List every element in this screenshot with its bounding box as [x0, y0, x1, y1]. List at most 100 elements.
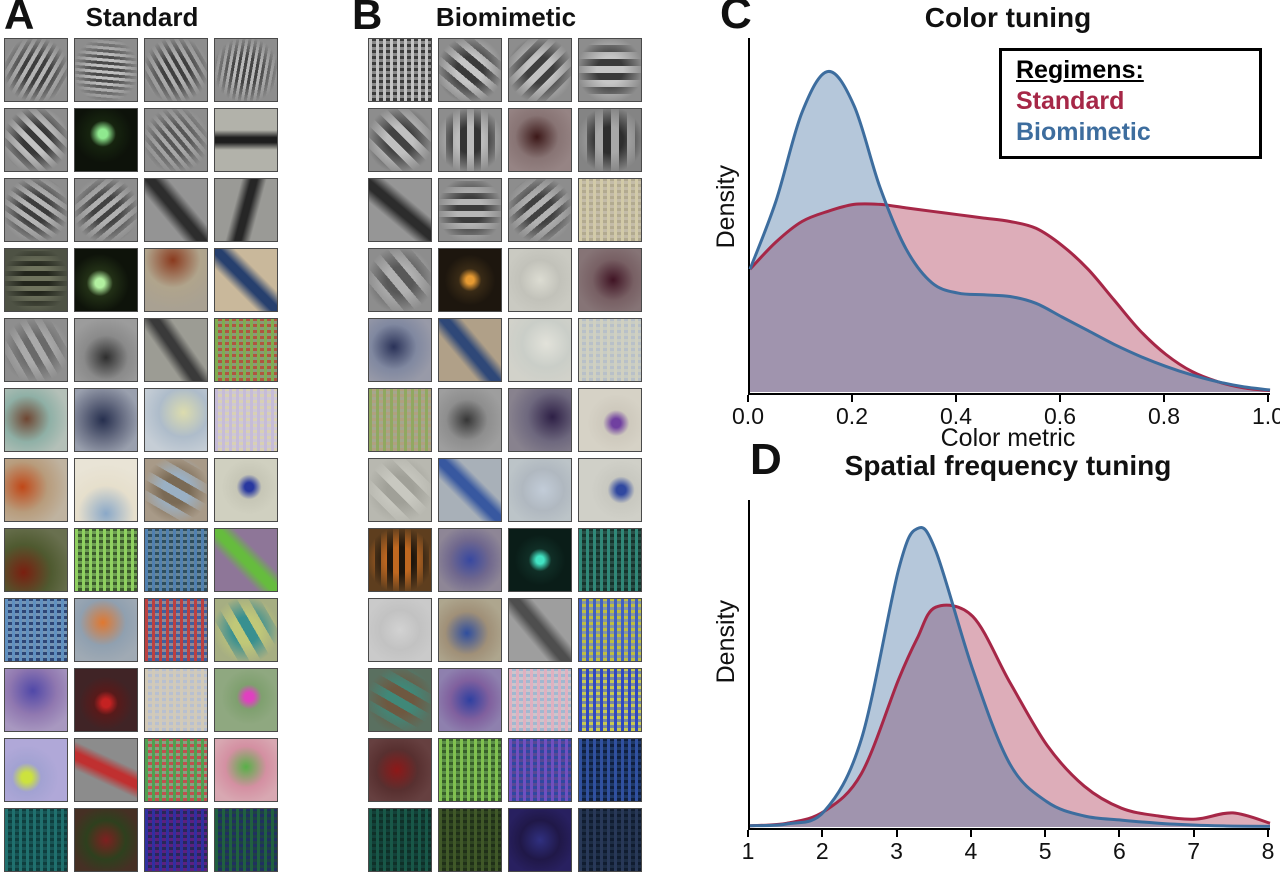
filter-patch: [368, 318, 432, 382]
filter-patch: [438, 178, 502, 242]
x-tick: [821, 830, 824, 837]
filter-patch: [508, 388, 572, 452]
filter-patch: [578, 738, 642, 802]
panel-a-label: A: [4, 0, 35, 38]
x-tick-label: 0.0: [732, 403, 764, 429]
filter-patch: [144, 108, 208, 172]
filter-patch: [438, 108, 502, 172]
filter-patch: [508, 668, 572, 732]
filter-patch: [368, 38, 432, 102]
x-tick: [955, 395, 957, 402]
filter-patch: [508, 248, 572, 312]
x-tick-label: 8: [1261, 838, 1275, 864]
filter-patch: [144, 318, 208, 382]
filter-patch: [144, 248, 208, 312]
filter-patch: [438, 528, 502, 592]
x-tick: [1163, 395, 1165, 402]
filter-patch: [214, 318, 278, 382]
x-tick-label: 4: [964, 838, 978, 864]
filter-patch: [144, 458, 208, 522]
legend-item-biomimetic: Biomimetic: [1016, 118, 1151, 146]
x-tick: [1044, 830, 1047, 837]
filter-patch: [144, 738, 208, 802]
biomimetic-density-curve: [748, 70, 1271, 392]
filter-patch: [4, 108, 68, 172]
filter-patch: [438, 318, 502, 382]
filter-patch: [144, 178, 208, 242]
filter-patch: [74, 458, 138, 522]
color-tuning-kde-svg: [748, 70, 1271, 393]
filter-patch: [368, 388, 432, 452]
filter-patch: [508, 738, 572, 802]
x-tick-label: 5: [1038, 838, 1052, 864]
filter-patch: [4, 528, 68, 592]
filter-patch: [578, 248, 642, 312]
x-tick: [747, 830, 749, 837]
filter-patch: [438, 668, 502, 732]
biomimetic-density-curve: [749, 526, 1271, 828]
x-tick: [1192, 830, 1195, 837]
filter-patch: [438, 738, 502, 802]
filter-patch: [144, 808, 208, 872]
filter-patch: [144, 388, 208, 452]
legend: Regimens: Standard Biomimetic: [999, 48, 1262, 159]
color-tuning-xlabel: Color metric: [940, 424, 1076, 452]
filter-patch: [438, 458, 502, 522]
color-tuning-plot: Regimens: Standard Biomimetic: [748, 38, 1271, 395]
legend-item-standard: Standard: [1016, 87, 1125, 115]
x-tick: [969, 830, 972, 837]
filter-patch: [74, 598, 138, 662]
filter-patch: [4, 318, 68, 382]
filter-patch: [74, 318, 138, 382]
filter-patch: [214, 108, 278, 172]
filter-patch: [508, 318, 572, 382]
filter-patch: [74, 528, 138, 592]
biomimetic-density-area: [750, 527, 1270, 827]
filter-patch: [578, 668, 642, 732]
filter-patch: [368, 528, 432, 592]
filter-patch: [578, 598, 642, 662]
panel-d-label: D: [750, 435, 782, 484]
standard-density-area: [750, 605, 1270, 827]
legend-items: Standard Biomimetic: [1016, 86, 1241, 148]
standard-density-curve: [749, 603, 1271, 828]
filter-patch: [508, 108, 572, 172]
filter-patch: [508, 598, 572, 662]
filter-patch: [4, 598, 68, 662]
x-tick: [1267, 830, 1269, 837]
filter-patch: [508, 808, 572, 872]
panel-b-filter-grid: [368, 38, 642, 872]
filter-patch: [214, 38, 278, 102]
filter-patch: [368, 248, 432, 312]
filter-patch: [4, 458, 68, 522]
filter-patch: [74, 738, 138, 802]
filter-patch: [368, 458, 432, 522]
x-tick: [747, 395, 749, 402]
panel-a-title: Standard: [85, 2, 199, 32]
filter-patch: [368, 178, 432, 242]
filter-patch: [4, 738, 68, 802]
filter-patch: [74, 38, 138, 102]
filter-patch: [368, 598, 432, 662]
filter-patch: [4, 668, 68, 732]
legend-title: Regimens:: [1016, 56, 1144, 84]
filter-patch: [368, 808, 432, 872]
filter-patch: [4, 808, 68, 872]
filter-patch: [438, 388, 502, 452]
filter-patch: [508, 458, 572, 522]
filter-patch: [578, 318, 642, 382]
x-tick-label: 3: [890, 838, 903, 864]
filter-patch: [578, 528, 642, 592]
panel-b-title: Biomimetic: [435, 2, 577, 32]
x-tick-label: 0.4: [940, 403, 972, 429]
panel-c-title: Color tuning: [924, 2, 1092, 33]
filter-patch: [74, 178, 138, 242]
filter-patch: [214, 598, 278, 662]
filter-patch: [578, 388, 642, 452]
x-tick: [1267, 395, 1269, 402]
filter-patch: [578, 38, 642, 102]
x-tick-label: 0.6: [1044, 403, 1076, 429]
x-tick-label: 6: [1113, 838, 1126, 864]
filter-patch: [74, 108, 138, 172]
spatial-frequency-kde-svg: [749, 526, 1271, 828]
